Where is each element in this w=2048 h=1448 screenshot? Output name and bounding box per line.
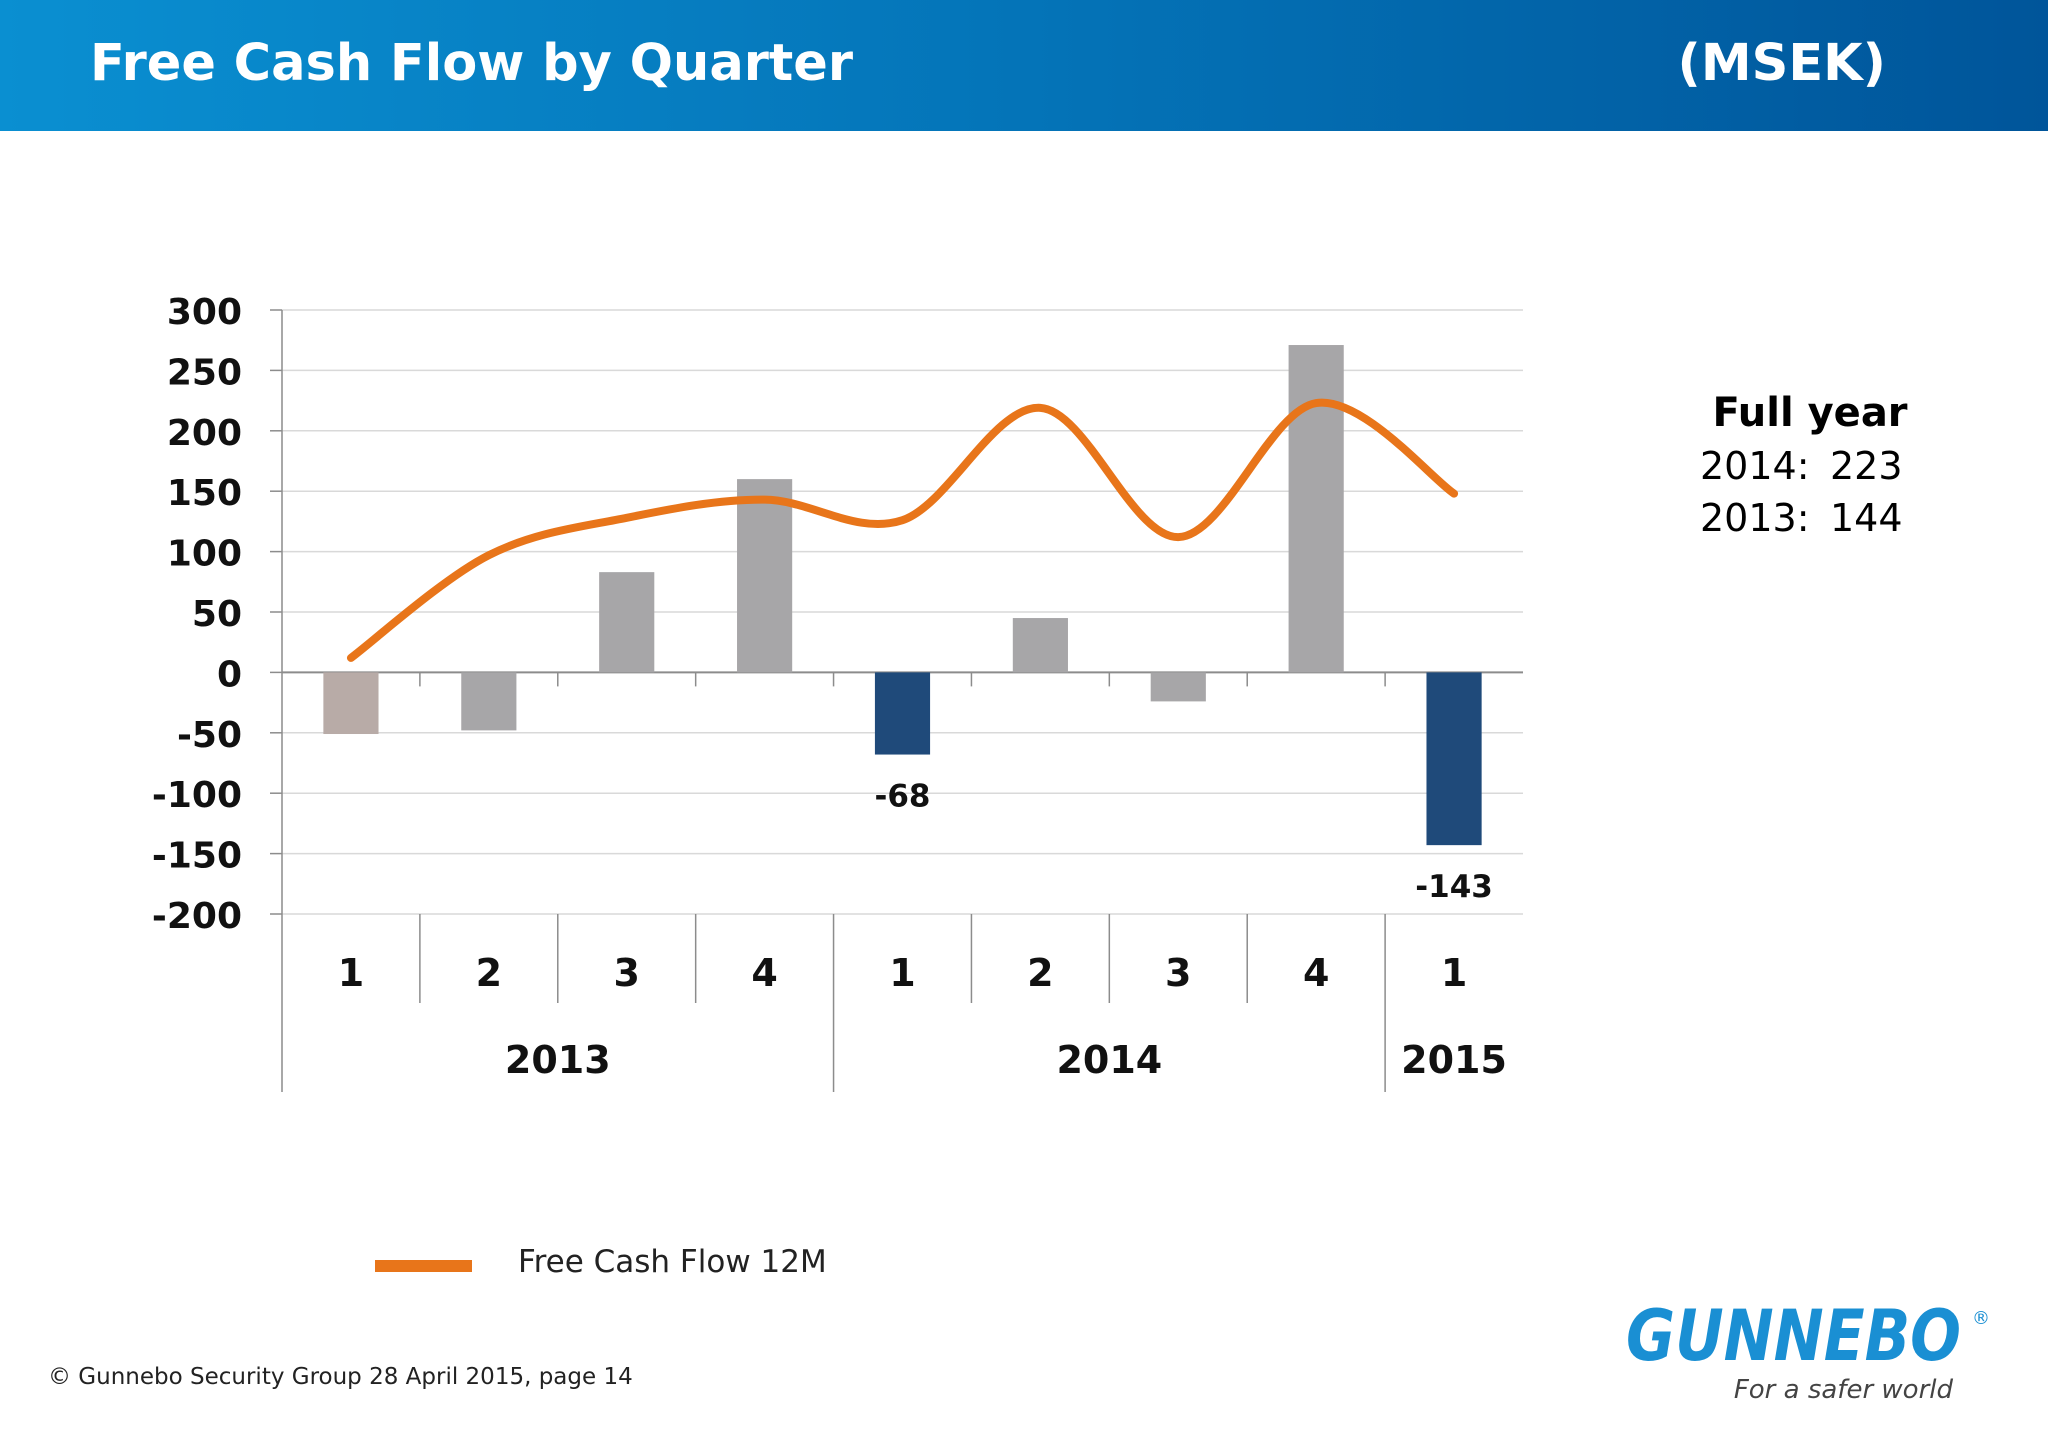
y-tick-label: 50 xyxy=(192,594,242,635)
y-tick-label: 100 xyxy=(167,534,242,575)
full-year-summary: Full year 2014: 223 2013: 144 xyxy=(1700,390,1920,540)
y-tick-label: 250 xyxy=(167,352,242,393)
bar xyxy=(323,672,379,735)
full-year-row-2013: 2013: 144 xyxy=(1700,496,1920,540)
bar xyxy=(1288,345,1344,673)
bar xyxy=(1012,618,1068,673)
y-tick-label: -100 xyxy=(152,775,242,816)
bar xyxy=(461,672,517,731)
logo-tagline: For a safer world xyxy=(1734,1375,1954,1405)
x-tick-label: 1 xyxy=(889,951,915,995)
x-tick-label: 2 xyxy=(476,951,502,995)
bar xyxy=(599,572,655,673)
x-tick-label: 1 xyxy=(338,951,364,995)
year-group-label: 2013 xyxy=(505,1038,611,1082)
line-series xyxy=(346,398,1459,662)
footer-copyright: © Gunnebo Security Group 28 April 2015, … xyxy=(48,1364,633,1390)
x-tick-label: 3 xyxy=(613,951,639,995)
legend-label: Free Cash Flow 12M xyxy=(518,1244,827,1280)
labels: -68 -143 xyxy=(874,779,1492,906)
full-year-label: 2013: xyxy=(1700,496,1810,540)
x-tick-label: 1 xyxy=(1441,951,1467,995)
logo-wordmark: GUNNEBO xyxy=(1626,1296,1961,1377)
bar-data-label: -68 xyxy=(874,779,930,815)
bar xyxy=(874,672,931,755)
full-year-title: Full year xyxy=(1712,390,1908,436)
year-group-label: 2014 xyxy=(1056,1038,1162,1082)
axes: 300 250 200 150 100 50 0 -50 -100 -150 -200 1 2 3 4 1 2 3… xyxy=(152,292,1507,1092)
x-tick-label: 4 xyxy=(1303,951,1329,995)
header-bar: Free Cash Flow by Quarter (MSEK) xyxy=(0,0,2048,131)
x-tick-label: 4 xyxy=(751,951,777,995)
y-tick-label: 0 xyxy=(217,654,242,695)
page-title: Free Cash Flow by Quarter xyxy=(90,34,854,93)
x-tick-label: 3 xyxy=(1165,951,1191,995)
bar xyxy=(737,479,793,673)
bar xyxy=(1150,672,1206,702)
y-tick-label: -150 xyxy=(152,836,242,877)
bar-data-label: -143 xyxy=(1415,869,1493,905)
y-tick-label: 150 xyxy=(167,473,242,514)
x-tick-label: 2 xyxy=(1027,951,1053,995)
full-year-value: 223 xyxy=(1830,444,1903,488)
full-year-row-2014: 2014: 223 xyxy=(1700,444,1920,488)
free-cash-flow-chart: 300 250 200 150 100 50 0 -50 -100 -150 -200 1 2 3 4 1 2 3… xyxy=(152,292,1523,1092)
bar xyxy=(1426,672,1482,846)
y-tick-label: -200 xyxy=(152,896,242,937)
gunnebo-logo: GUNNEBO ® For a safer world xyxy=(1626,1296,1990,1405)
legend-swatch-line xyxy=(375,1260,472,1272)
bar-series xyxy=(323,345,1482,846)
full-year-value: 144 xyxy=(1830,496,1903,540)
logo-registered-mark: ® xyxy=(1972,1308,1990,1329)
series-line-free-cash-flow-12m xyxy=(346,398,1459,662)
unit-label: (MSEK) xyxy=(1677,34,1886,93)
year-group-label: 2015 xyxy=(1401,1038,1507,1082)
full-year-label: 2014: xyxy=(1700,444,1810,488)
y-tick-label: -50 xyxy=(177,715,242,756)
y-tick-label: 200 xyxy=(167,413,242,454)
y-tick-label: 300 xyxy=(167,292,242,333)
